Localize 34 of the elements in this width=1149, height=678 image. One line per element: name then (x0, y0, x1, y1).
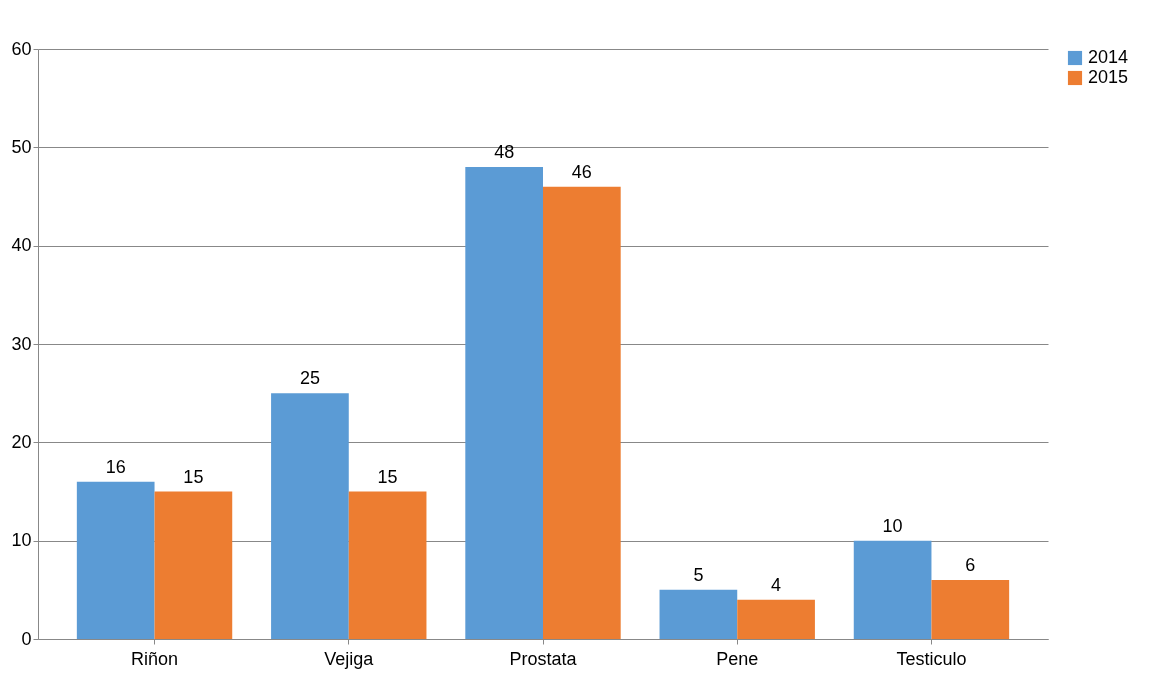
x-tick-label: Testiculo (896, 648, 967, 669)
bar (543, 186, 621, 639)
y-tick-label: 10 (11, 530, 32, 551)
bar (931, 580, 1010, 639)
data-label: 5 (693, 564, 704, 585)
bar (853, 540, 932, 639)
x-tick-label: Prostata (509, 648, 578, 669)
bar (737, 599, 815, 639)
data-label: 4 (771, 574, 782, 595)
bar (465, 167, 543, 639)
legend-label: 2014 (1088, 47, 1129, 67)
bar (76, 481, 155, 639)
x-tick-label: Vejiga (324, 648, 375, 669)
y-tick-label: 60 (11, 38, 32, 59)
bar (271, 393, 349, 639)
y-tick-label: 30 (11, 333, 32, 354)
data-label: 6 (965, 555, 976, 575)
data-label: 10 (882, 515, 903, 536)
legend-label: 2015 (1088, 67, 1129, 87)
data-label: 15 (377, 466, 398, 487)
data-label: 15 (183, 466, 204, 487)
data-label: 25 (299, 368, 320, 389)
y-tick-label: 40 (11, 235, 32, 256)
data-label: 16 (105, 456, 126, 477)
y-tick-label: 20 (11, 431, 32, 452)
bar (659, 589, 738, 639)
bar (154, 491, 233, 639)
bar (348, 491, 427, 639)
x-tick-label: Riñon (131, 648, 179, 669)
x-tick-label: Pene (716, 648, 759, 669)
data-label: 46 (571, 161, 592, 182)
y-tick-label: 0 (21, 628, 32, 649)
data-label: 48 (494, 142, 515, 162)
y-tick-label: 50 (11, 136, 32, 157)
